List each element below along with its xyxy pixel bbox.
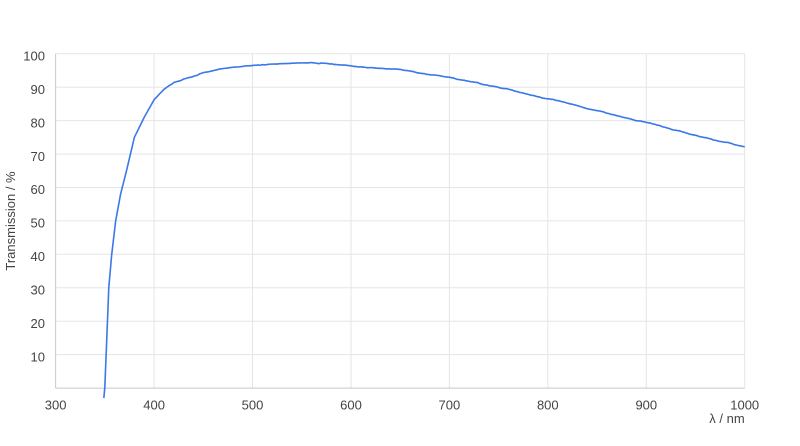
svg-text:70: 70 — [31, 149, 45, 164]
svg-text:40: 40 — [31, 249, 45, 264]
svg-text:50: 50 — [31, 216, 45, 231]
svg-text:20: 20 — [31, 316, 45, 331]
svg-text:900: 900 — [635, 398, 657, 413]
svg-text:600: 600 — [340, 398, 362, 413]
svg-text:400: 400 — [143, 398, 165, 413]
svg-text:500: 500 — [242, 398, 264, 413]
svg-text:Transmission / %: Transmission / % — [3, 171, 18, 271]
svg-text:800: 800 — [537, 398, 559, 413]
svg-text:700: 700 — [439, 398, 461, 413]
svg-text:90: 90 — [31, 82, 45, 97]
svg-text:100: 100 — [23, 49, 45, 64]
svg-text:80: 80 — [31, 115, 45, 130]
svg-text:300: 300 — [45, 398, 67, 413]
svg-text:60: 60 — [31, 182, 45, 197]
svg-text:30: 30 — [31, 283, 45, 298]
svg-text:λ / nm: λ / nm — [709, 411, 744, 426]
svg-text:10: 10 — [31, 349, 45, 364]
